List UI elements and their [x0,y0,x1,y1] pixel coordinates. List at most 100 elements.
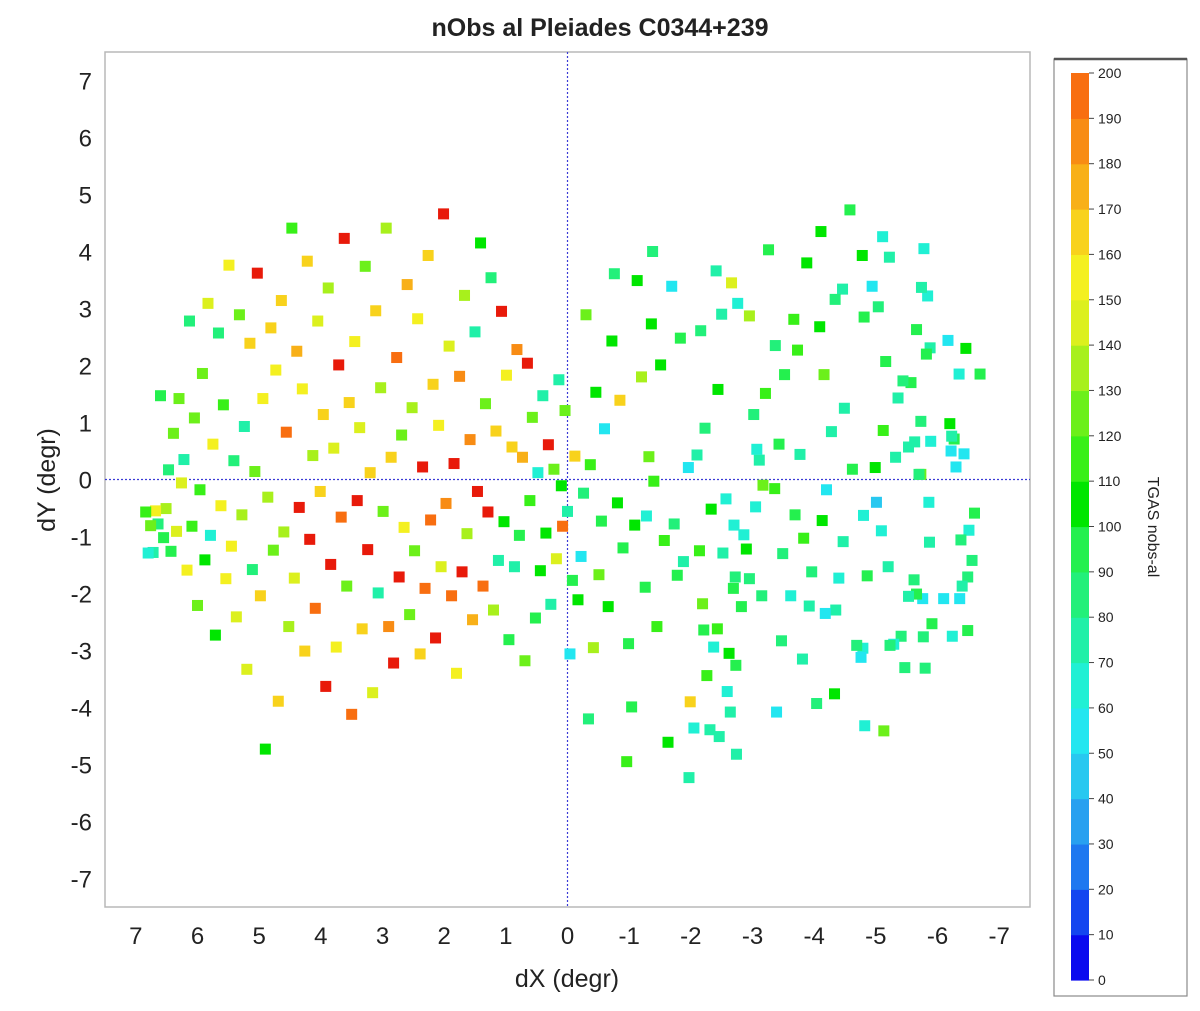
data-point [475,237,487,249]
data-point [717,547,729,559]
data-point [446,590,458,602]
data-point [140,506,152,518]
colorbar-band [1071,571,1089,618]
data-point [730,748,742,760]
data-point [944,418,956,430]
data-point [803,600,815,612]
data-point [192,599,203,611]
data-point [459,289,471,301]
colorbar-tick-label: 120 [1098,428,1122,444]
data-point [946,630,958,642]
data-point [918,243,930,255]
reference-lines [105,52,1030,907]
data-point [908,574,920,586]
data-point [905,377,917,389]
data-point [870,496,882,508]
data-point [636,371,647,383]
data-point [183,315,195,327]
data-point [825,426,837,438]
data-point [209,629,221,641]
data-point [188,412,200,424]
data-point [960,342,972,354]
colorbar-band [1071,526,1089,573]
data-point [532,467,544,479]
colorbar-tick-label: 130 [1098,382,1122,398]
data-point [955,534,967,546]
data-point [228,455,240,467]
data-point [771,706,783,718]
x-tick-label: -2 [680,923,701,950]
data-point [743,310,755,322]
y-tick-label: -2 [71,582,92,609]
data-point [283,621,295,633]
data-point [537,390,549,402]
data-point [779,369,791,381]
colorbar-tick-label: 180 [1098,156,1122,172]
data-point [651,621,663,633]
data-point [513,529,525,541]
data-point [658,534,670,546]
data-point [173,393,185,405]
data-point [488,604,499,616]
data-point [648,475,660,487]
data-point [343,397,355,409]
colorbar-tick-label: 0 [1098,972,1106,988]
data-point [911,324,923,336]
data-point [626,701,638,713]
data-point [753,454,765,466]
data-point [818,369,830,381]
x-tick-label: 7 [129,923,142,950]
data-point [545,598,557,610]
data-point [508,561,520,573]
data-point [775,635,787,647]
data-point [322,282,334,294]
data-point [956,580,968,592]
data-point [729,571,741,583]
data-point [698,624,710,636]
data-point [883,251,895,263]
data-point [165,545,177,557]
data-point [555,480,567,492]
data-point [727,582,739,594]
data-point [163,464,175,476]
data-points [140,204,986,784]
data-point [640,510,652,522]
data-point [175,477,187,489]
data-point [903,441,915,453]
data-point [756,590,768,602]
data-point [575,550,587,562]
data-point [270,364,282,376]
data-point [233,309,245,321]
data-point [516,451,528,463]
data-point [433,419,445,431]
data-point [794,448,806,460]
data-point [398,521,410,533]
data-point [911,588,923,600]
data-point [288,572,300,584]
colorbar-tick-label: 30 [1098,836,1114,852]
data-point [856,249,868,261]
data-point [688,722,700,734]
data-point [194,484,206,496]
data-point [364,467,376,479]
colorbar-band [1071,617,1089,664]
data-point [728,519,740,531]
data-point [557,520,569,532]
colorbar-band [1071,707,1089,754]
data-point [909,436,921,448]
data-point [578,487,590,499]
data-point [566,574,578,586]
data-point [167,427,179,439]
x-tick-label: 4 [314,923,327,950]
data-point [296,383,308,395]
colorbar-ticks: 2001901801701601501401301201101009080706… [1089,65,1122,988]
x-tick-label: 0 [561,923,574,950]
data-point [236,509,248,521]
data-point [830,604,842,616]
data-point [503,634,515,646]
data-point [186,520,198,532]
data-point [837,283,849,295]
data-point [639,581,651,593]
data-point [924,342,936,354]
data-point [299,645,311,657]
